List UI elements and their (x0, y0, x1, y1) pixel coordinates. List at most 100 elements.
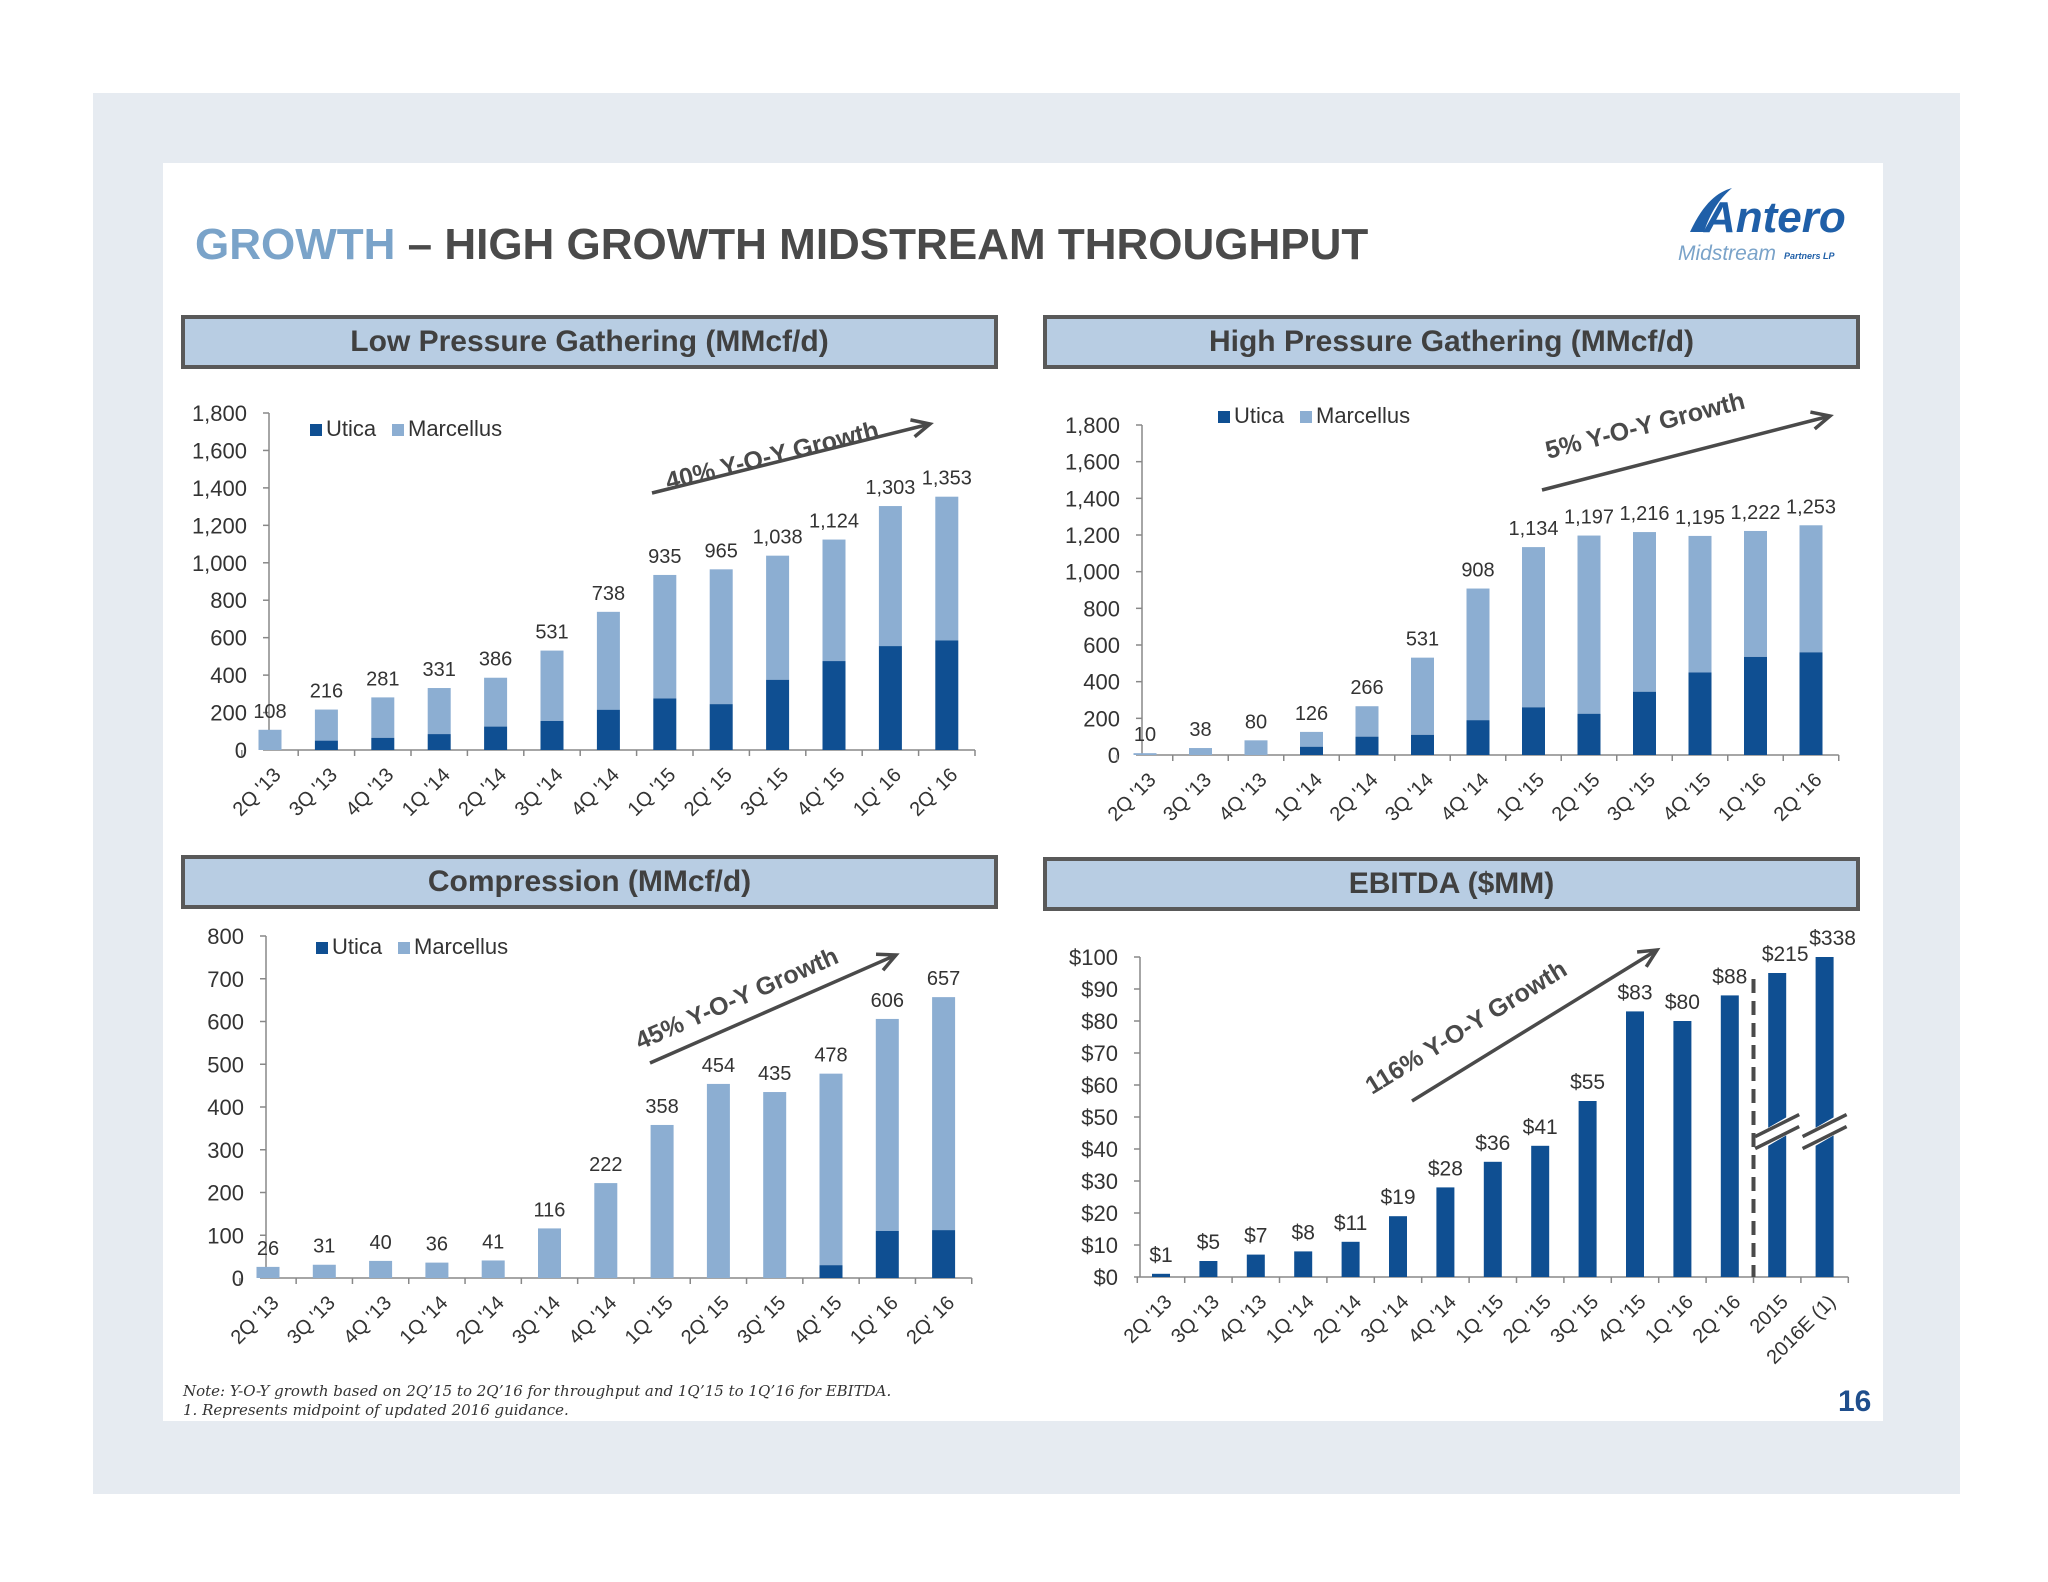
y-tick-label: $90 (1081, 977, 1118, 1002)
bar-marcellus (935, 496, 959, 641)
bar-value-label: $1 (1149, 1244, 1172, 1267)
bar-value-label: $11 (1334, 1212, 1367, 1235)
bar-marcellus (1133, 753, 1157, 755)
y-tick-label: 100 (207, 1223, 244, 1248)
bar-marcellus (1355, 706, 1379, 737)
bar-marcellus (481, 1260, 505, 1278)
bar-total-label: 1,195 (1675, 507, 1725, 529)
y-tick-label: $80 (1081, 1009, 1118, 1034)
bar-ebitda (1815, 957, 1834, 1277)
logo-name: Antero (1703, 193, 1846, 242)
bar-utica (484, 726, 508, 750)
bar-utica (1633, 691, 1656, 755)
bar-value-label: $215 (1762, 943, 1809, 966)
bar-marcellus (878, 506, 902, 647)
y-tick-label: 0 (232, 1266, 244, 1291)
y-tick-label: 1,200 (1065, 523, 1120, 548)
logo-sub2: Partners LP (1784, 251, 1836, 261)
growth-arrow-head (1810, 410, 1834, 431)
growth-arrow-line (1411, 948, 1658, 1103)
bar-ebitda (1294, 1251, 1313, 1277)
bar-total-label: 40 (369, 1232, 391, 1254)
x-tick-label: 2Q '15 (1499, 1291, 1556, 1348)
bar-ebitda (1483, 1161, 1502, 1277)
bar-total-label: 1,353 (922, 468, 972, 490)
bar-utica (314, 740, 338, 750)
y-tick-label: 1,600 (1065, 450, 1120, 475)
bar-total-label: 1,222 (1730, 502, 1780, 524)
bar-marcellus (1411, 657, 1434, 735)
bar-ebitda (1199, 1261, 1218, 1277)
bar-total-label: 1,303 (865, 477, 915, 499)
bar-marcellus (819, 1073, 843, 1266)
bar-utica (1744, 656, 1767, 755)
y-tick-label: 700 (207, 967, 244, 992)
legend-marcellus-swatch (392, 424, 404, 436)
growth-arrow-line (1541, 414, 1831, 492)
bar-utica (1799, 652, 1823, 755)
x-tick-label: 1Q '16 (1641, 1291, 1698, 1348)
bar-marcellus (371, 697, 395, 738)
y-tick-label: $40 (1081, 1137, 1118, 1162)
bar-total-label: 38 (1189, 719, 1211, 741)
antero-logo: Antero Midstream Partners LP (1678, 188, 1846, 265)
y-tick-label: 600 (207, 1010, 244, 1035)
y-tick-label: $70 (1081, 1041, 1118, 1066)
legend-utica-label: Utica (326, 416, 377, 441)
y-tick-label: 1,600 (192, 438, 247, 463)
bar-marcellus (1688, 535, 1712, 673)
y-tick-label: 200 (207, 1181, 244, 1206)
bar-value-label: $28 (1428, 1157, 1463, 1180)
legend-marcellus-label: Marcellus (414, 934, 508, 959)
bar-utica (1411, 734, 1434, 755)
bar-total-label: 531 (535, 622, 568, 644)
y-tick-label: 800 (1083, 596, 1120, 621)
logo-sub: Midstream (1678, 242, 1776, 265)
x-tick-label: 4Q '14 (1404, 1291, 1461, 1348)
page-number: 16 (1838, 1385, 1872, 1418)
y-tick-label: 600 (210, 626, 247, 651)
bar-marcellus (425, 1262, 449, 1278)
bar-total-label: 41 (482, 1231, 504, 1253)
bar-marcellus (312, 1264, 336, 1278)
y-tick-label: $0 (1094, 1265, 1118, 1290)
legend-utica-label: Utica (1234, 403, 1285, 428)
bar-marcellus (538, 1228, 561, 1278)
y-tick-label: $100 (1069, 945, 1118, 970)
y-tick-label: 200 (1083, 706, 1120, 731)
bar-total-label: 1,124 (809, 511, 859, 533)
y-tick-label: $30 (1081, 1169, 1118, 1194)
bar-ebitda (1673, 1021, 1692, 1277)
bar-total-label: 126 (1295, 703, 1328, 725)
panel-header-ebitda: EBITDA ($MM) (1043, 857, 1860, 911)
bar-utica (932, 1230, 956, 1278)
logo-flame-icon (1690, 188, 1732, 232)
bar-value-label: $80 (1665, 991, 1700, 1014)
bar-value-label: $5 (1197, 1231, 1220, 1254)
bar-marcellus (314, 709, 338, 741)
bar-total-label: 1,216 (1619, 503, 1669, 525)
y-tick-label: 1,400 (192, 476, 247, 501)
bar-marcellus (1189, 748, 1212, 755)
bar-total-label: 222 (589, 1154, 622, 1176)
bar-total-label: 1,253 (1786, 496, 1836, 518)
y-tick-label: $50 (1081, 1105, 1118, 1130)
bar-marcellus (256, 1266, 280, 1278)
bar-total-label: 266 (1350, 677, 1383, 699)
low-pressure-chart-svg: 02004006008001,0001,2001,4001,6001,8002Q… (192, 401, 976, 821)
y-tick-label: 1,800 (1065, 413, 1120, 438)
panel-header-high-pressure: High Pressure Gathering (MMcf/d) (1043, 315, 1860, 369)
bar-ebitda (1389, 1216, 1407, 1277)
bar-utica (709, 704, 733, 750)
bar-total-label: 386 (479, 649, 512, 671)
bar-marcellus (540, 650, 564, 721)
growth-arrow-head (1636, 947, 1661, 968)
bar-total-label: 935 (648, 546, 681, 568)
bar-ebitda (1531, 1145, 1550, 1277)
bar-marcellus (1466, 588, 1490, 721)
bar-marcellus (932, 997, 956, 1231)
growth-arrow-line (649, 953, 897, 1065)
bar-utica (653, 698, 677, 750)
bar-marcellus (875, 1018, 899, 1231)
x-tick-label: 4Q '13 (1215, 1291, 1272, 1348)
